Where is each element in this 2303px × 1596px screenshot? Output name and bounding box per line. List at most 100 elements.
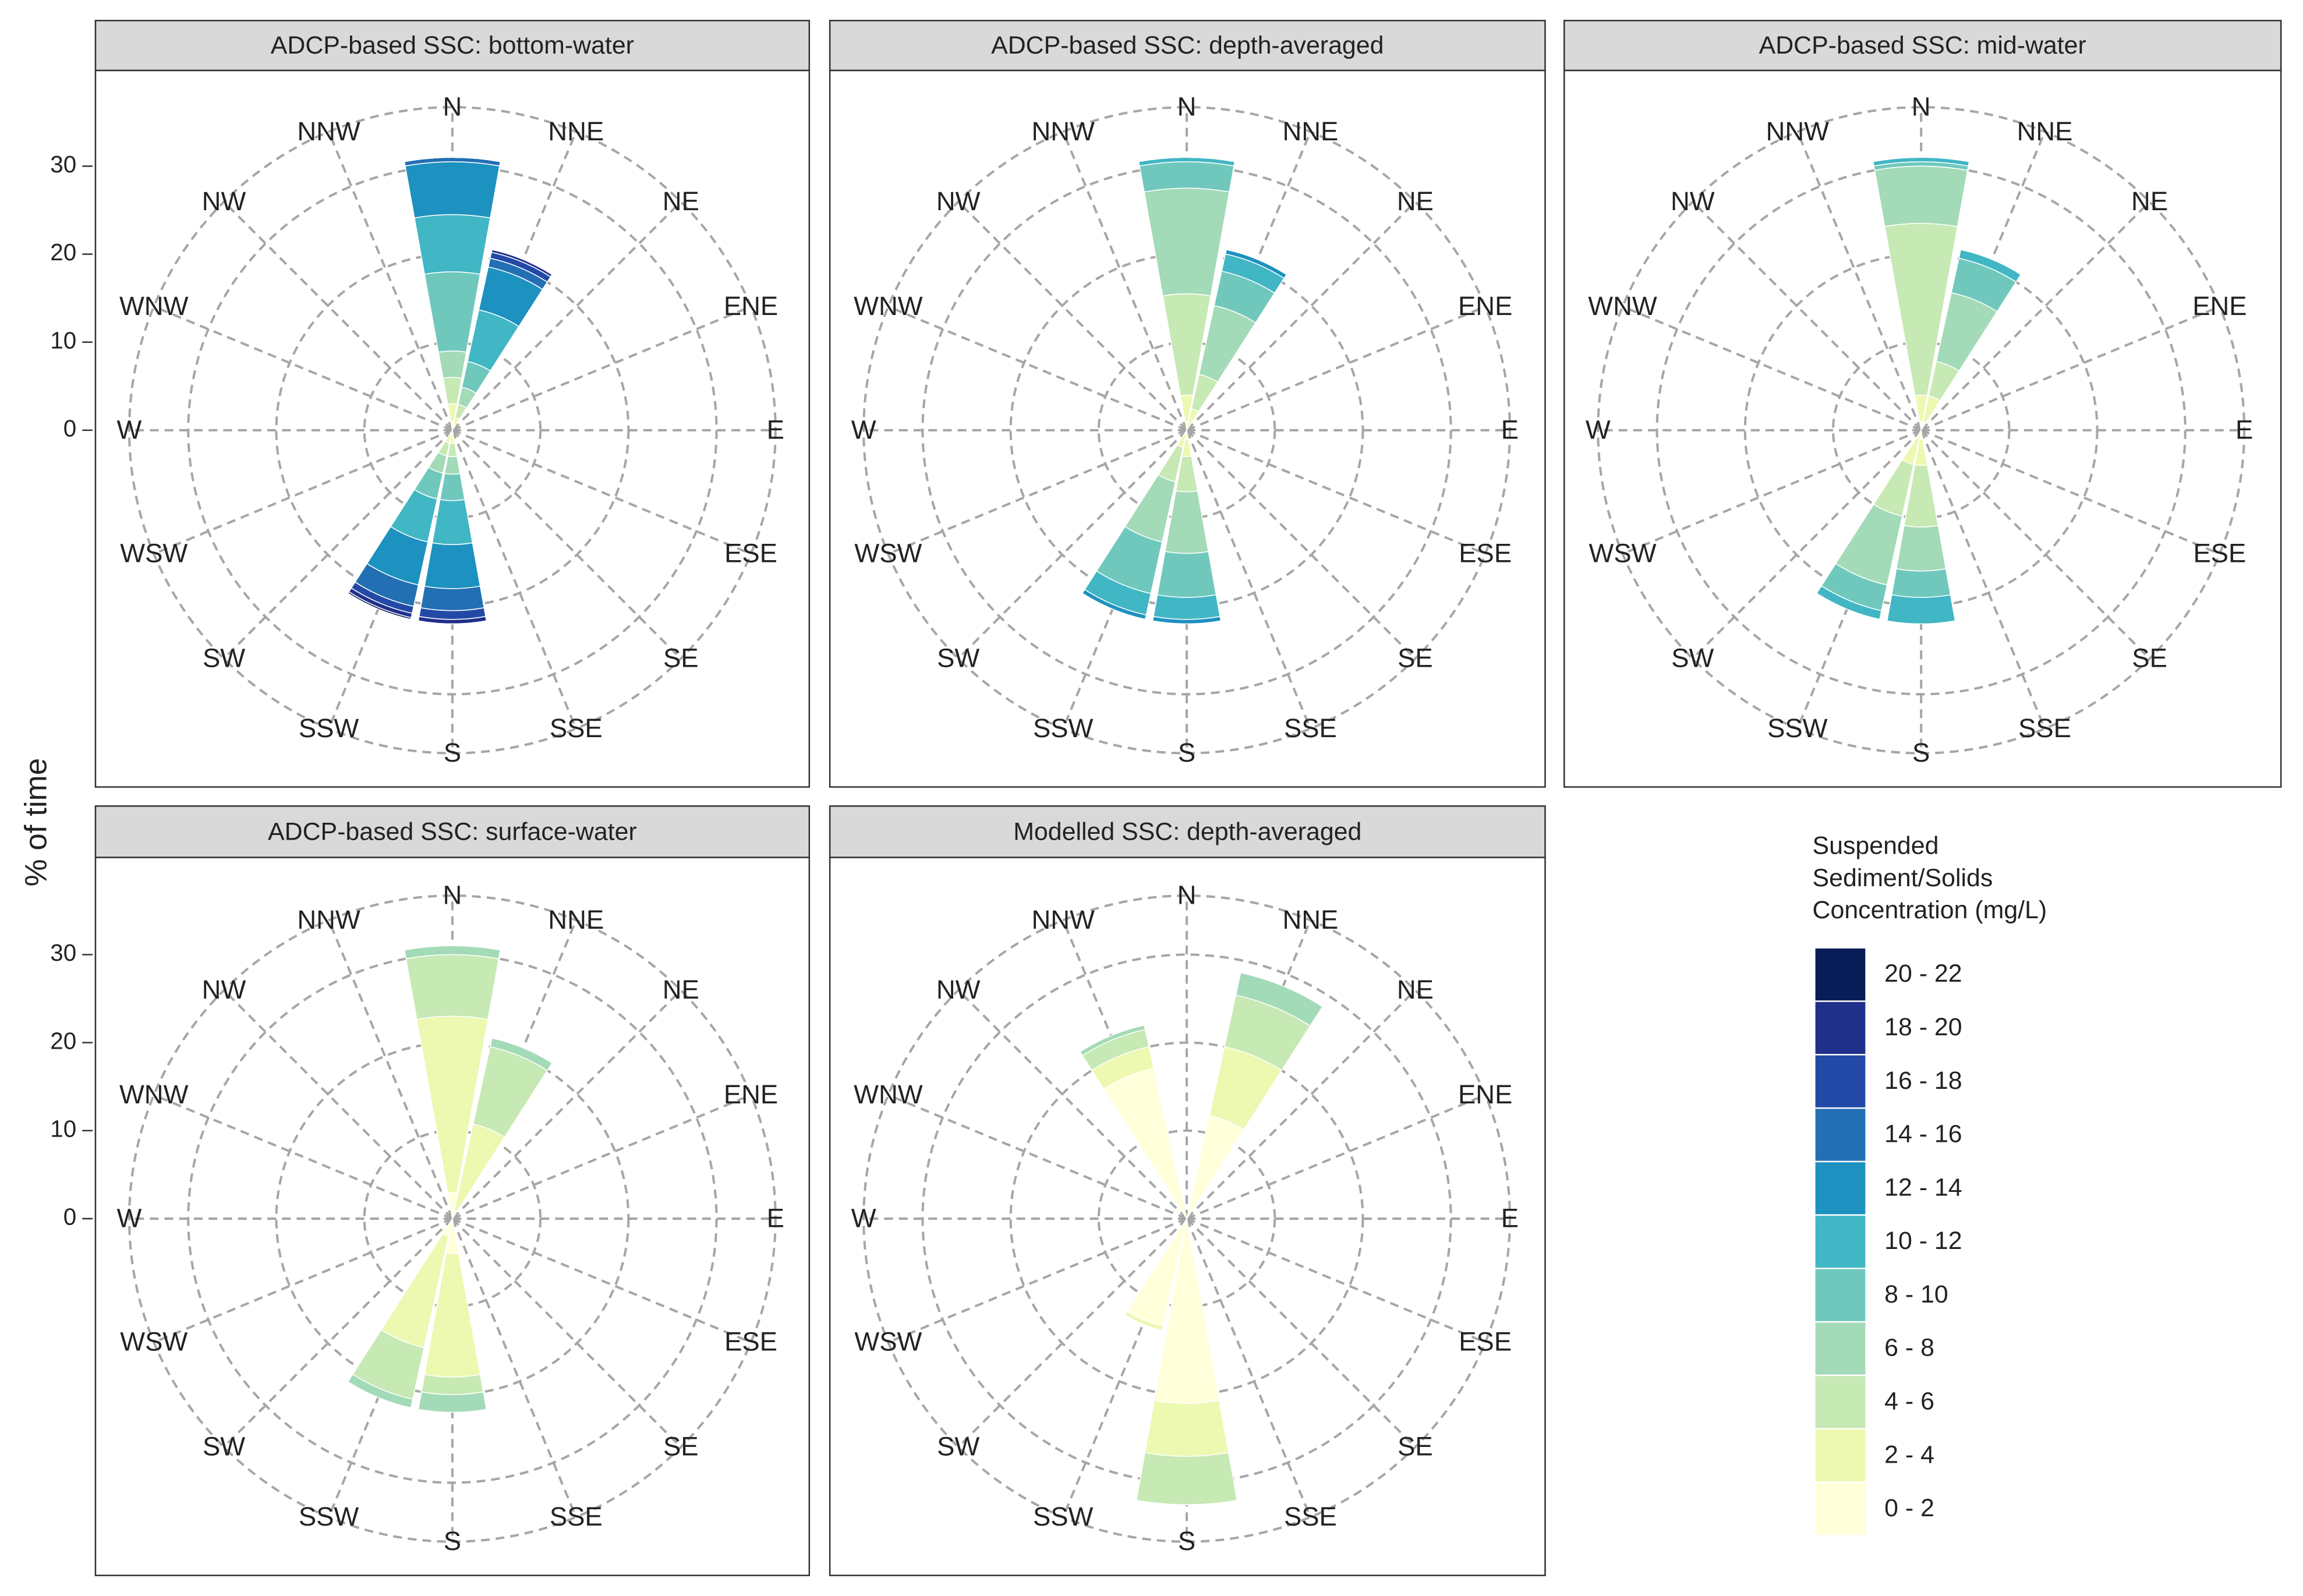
wedge-segment xyxy=(438,351,467,379)
spoke xyxy=(153,305,453,431)
wedge-segment xyxy=(347,591,412,620)
direction-label: E xyxy=(767,415,784,444)
wedge-segment xyxy=(439,473,466,501)
legend-label: 18 - 20 xyxy=(1884,1013,1962,1041)
spoke xyxy=(1622,429,1922,555)
panel: ADCP-based SSC: mid-water N NNE NE ENE E ESE SE… xyxy=(1563,20,2282,788)
strip-background xyxy=(829,20,1546,72)
spoke xyxy=(451,430,578,730)
legend-key xyxy=(1815,1429,1866,1482)
wedge-segment xyxy=(1144,1400,1229,1457)
direction-label: ENE xyxy=(1458,291,1512,321)
spoke xyxy=(1186,201,1416,431)
legend-label: 6 - 8 xyxy=(1884,1334,1934,1362)
direction-label: NW xyxy=(936,975,981,1004)
panel: ADCP-based SSC: depth-averaged N NNE NE ENE E… xyxy=(829,20,1546,788)
direction-label: SW xyxy=(937,1432,979,1461)
direction-label: NNE xyxy=(1282,116,1338,146)
spoke xyxy=(1920,305,2220,431)
spoke xyxy=(957,429,1188,660)
outer-circle xyxy=(1597,106,2246,755)
spoke xyxy=(1186,429,1486,555)
direction-label: ENE xyxy=(724,1080,778,1109)
direction-label: WSW xyxy=(120,539,188,568)
legend-key xyxy=(1815,1482,1866,1535)
direction-label: ESE xyxy=(724,1327,777,1357)
spoke xyxy=(1186,430,1312,730)
spoke xyxy=(887,1218,1187,1344)
direction-label: WNW xyxy=(1588,291,1657,321)
direction-label: SW xyxy=(1671,643,1714,673)
legend-key xyxy=(1815,1269,1866,1321)
direction-label: N xyxy=(443,92,462,122)
direction-label: WNW xyxy=(119,291,189,321)
strip-background xyxy=(829,805,1546,858)
spoke xyxy=(327,131,454,431)
legend-label: 0 - 2 xyxy=(1884,1494,1934,1522)
spoke xyxy=(153,429,453,555)
direction-label: SSE xyxy=(1284,713,1337,743)
wedge-segment xyxy=(444,455,461,475)
spoke xyxy=(1920,429,2220,555)
legend-key xyxy=(1815,948,1866,1001)
direction-label: SE xyxy=(663,643,699,673)
panel-title: Modelled SSC: depth-averaged xyxy=(1013,818,1361,845)
direction-label: NE xyxy=(663,975,699,1004)
direction-label: W xyxy=(851,1203,876,1233)
direction-label: SSW xyxy=(299,713,359,743)
wedge-segment xyxy=(418,1391,487,1413)
spoke xyxy=(1920,429,2151,660)
legend-key xyxy=(1815,1055,1866,1107)
direction-label: SSW xyxy=(299,1502,359,1531)
spoke xyxy=(223,1218,454,1448)
y-tick-label: 30 xyxy=(50,151,76,178)
panel-title: ADCP-based SSC: surface-water xyxy=(268,818,637,845)
spoke xyxy=(1186,919,1312,1219)
direction-label: WNW xyxy=(119,1080,189,1109)
wedge-segment xyxy=(1135,1452,1238,1505)
direction-label: SSE xyxy=(550,713,603,743)
spoke xyxy=(451,919,578,1219)
direction-label: N xyxy=(1177,880,1197,910)
direction-label: NW xyxy=(202,975,246,1004)
spoke xyxy=(1062,1218,1188,1518)
legend-label: 10 - 12 xyxy=(1884,1227,1962,1255)
direction-label: W xyxy=(851,415,876,444)
spoke xyxy=(451,429,682,660)
wedge-segment xyxy=(420,585,485,611)
spoke xyxy=(451,1218,682,1448)
legend-label: 4 - 6 xyxy=(1884,1387,1934,1415)
legend-title: Concentration (mg/L) xyxy=(1813,896,2047,924)
direction-label: SSW xyxy=(1033,1502,1094,1531)
direction-label: NNE xyxy=(1282,905,1338,935)
spoke xyxy=(451,1218,578,1518)
direction-label: SW xyxy=(203,1432,245,1461)
legend-label: 20 - 22 xyxy=(1884,960,1962,988)
direction-label: N xyxy=(443,880,462,910)
wedge-segment xyxy=(1139,161,1234,193)
legend-label: 14 - 16 xyxy=(1884,1120,1962,1148)
spoke xyxy=(1186,1218,1312,1518)
spoke xyxy=(1186,1218,1416,1448)
direction-label: SSW xyxy=(1767,713,1828,743)
direction-label: NW xyxy=(936,186,981,216)
direction-label: NNE xyxy=(2017,116,2073,146)
y-tick-label: 20 xyxy=(50,239,76,266)
panel-title: ADCP-based SSC: mid-water xyxy=(1759,31,2086,59)
wedge-segment xyxy=(404,945,501,960)
legend-label: 2 - 4 xyxy=(1884,1441,1934,1468)
direction-label: NE xyxy=(2131,186,2168,216)
direction-label: E xyxy=(1501,1203,1519,1233)
direction-label: WSW xyxy=(854,539,922,568)
wedge-segment xyxy=(424,542,481,589)
wedge-segment xyxy=(1816,585,1883,620)
spoke xyxy=(957,1218,1188,1448)
direction-label: NE xyxy=(663,186,699,216)
direction-label: SE xyxy=(663,1432,699,1461)
legend-key xyxy=(1815,1002,1866,1054)
spoke xyxy=(223,429,454,660)
wedge-segment xyxy=(1138,157,1235,162)
spoke xyxy=(1186,1094,1486,1220)
direction-label: W xyxy=(117,1203,142,1233)
